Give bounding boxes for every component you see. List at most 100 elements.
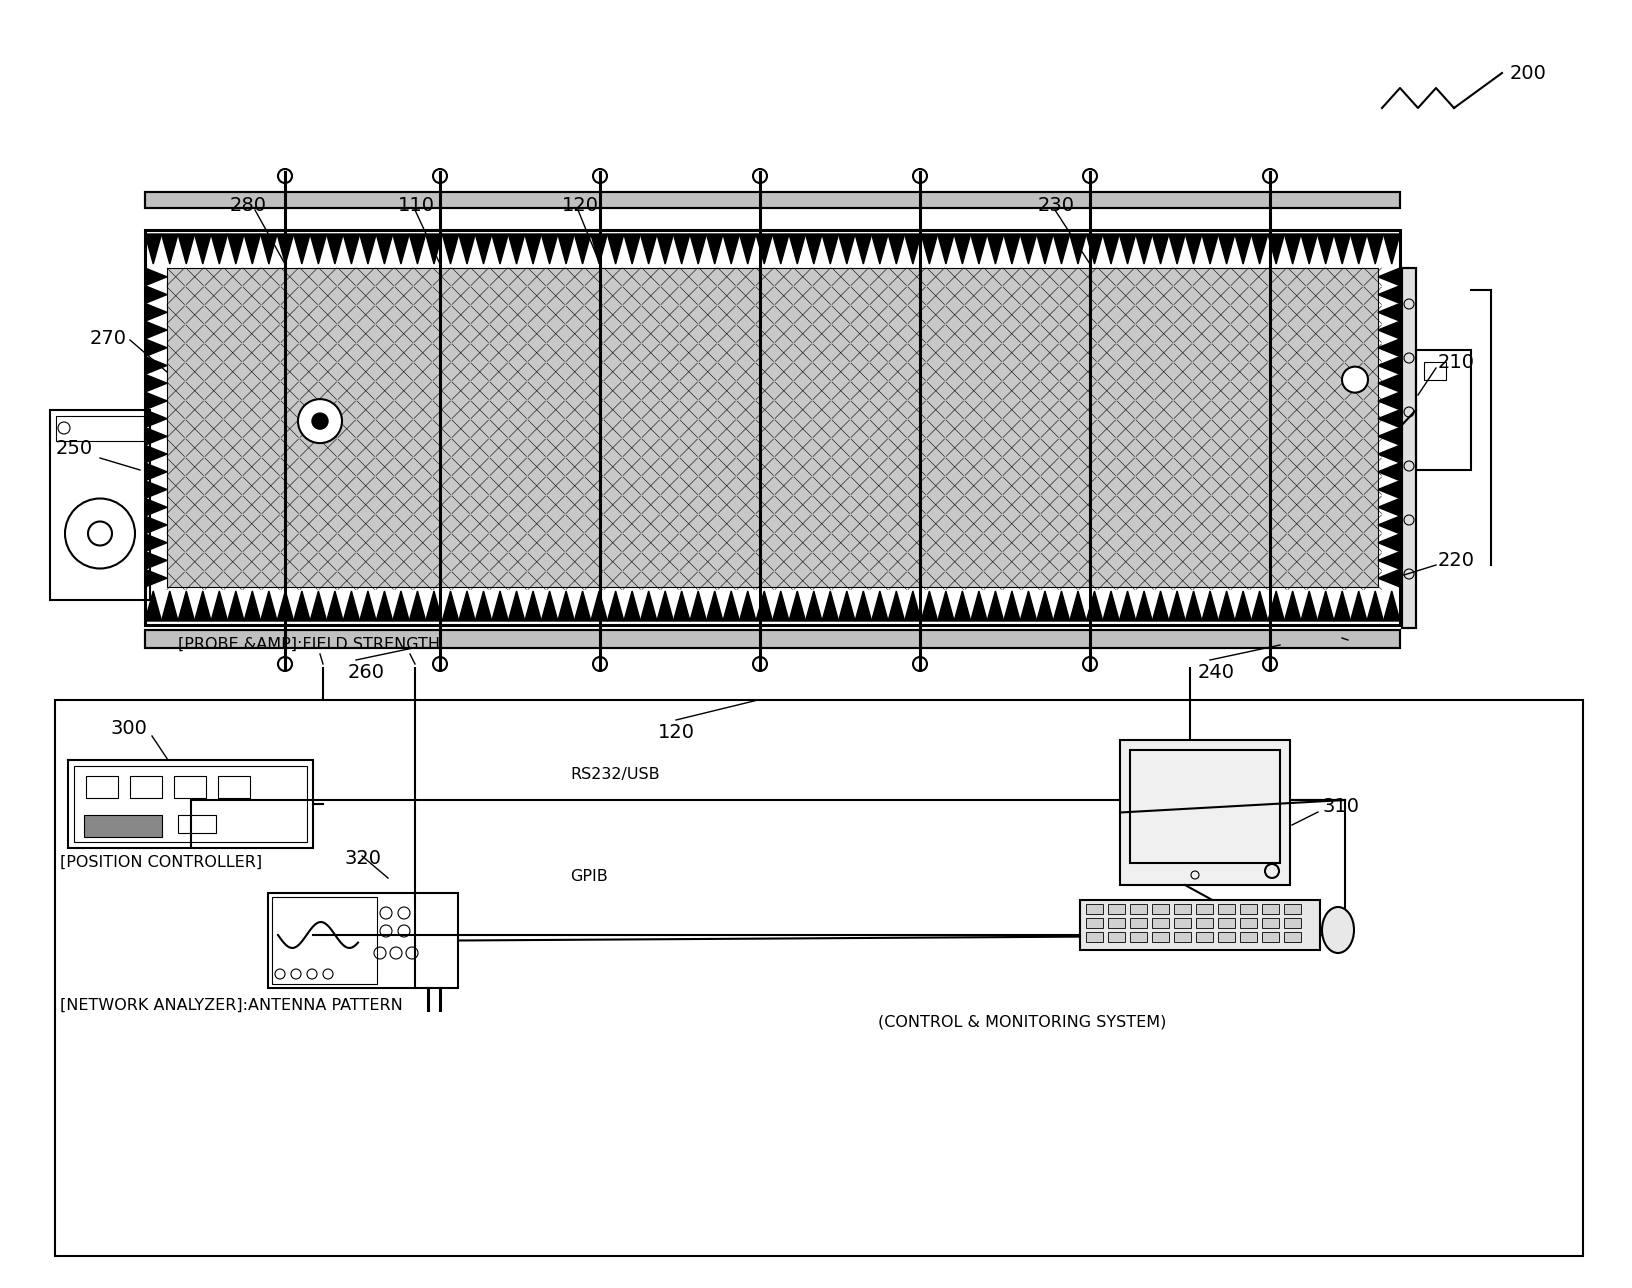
Polygon shape: [1103, 591, 1120, 621]
Polygon shape: [1268, 591, 1284, 621]
Polygon shape: [145, 446, 166, 462]
Text: 120: 120: [658, 723, 695, 742]
Text: 320: 320: [344, 849, 382, 868]
Bar: [1262, 933, 1279, 942]
Polygon shape: [591, 234, 607, 264]
Polygon shape: [145, 551, 166, 569]
Polygon shape: [426, 591, 442, 621]
Polygon shape: [145, 533, 166, 551]
Polygon shape: [707, 234, 723, 264]
Polygon shape: [508, 591, 526, 621]
Polygon shape: [1333, 591, 1350, 621]
Polygon shape: [1069, 591, 1087, 621]
Polygon shape: [261, 591, 277, 621]
Polygon shape: [343, 234, 359, 264]
Polygon shape: [359, 234, 377, 264]
Polygon shape: [1136, 234, 1152, 264]
Polygon shape: [178, 234, 194, 264]
Polygon shape: [558, 234, 574, 264]
Text: [NETWORK ANALYZER]:ANTENNA PATTERN: [NETWORK ANALYZER]:ANTENNA PATTERN: [60, 997, 403, 1012]
Polygon shape: [739, 234, 756, 264]
Polygon shape: [277, 234, 294, 264]
Bar: [1129, 904, 1147, 914]
Polygon shape: [871, 234, 888, 264]
Polygon shape: [1317, 591, 1333, 621]
Polygon shape: [145, 591, 162, 621]
Polygon shape: [788, 591, 806, 621]
Polygon shape: [1053, 234, 1069, 264]
Polygon shape: [1377, 569, 1400, 587]
Bar: [273, 896, 377, 984]
Polygon shape: [145, 462, 166, 480]
Polygon shape: [1036, 591, 1053, 621]
Text: 220: 220: [1438, 550, 1475, 569]
Polygon shape: [1169, 234, 1185, 264]
Circle shape: [65, 498, 135, 568]
Polygon shape: [640, 591, 658, 621]
Polygon shape: [574, 591, 591, 621]
Bar: [219, 775, 250, 799]
Text: 210: 210: [1438, 353, 1475, 371]
Polygon shape: [145, 321, 166, 339]
Bar: [1196, 933, 1213, 942]
Bar: [1240, 918, 1257, 927]
Polygon shape: [756, 591, 772, 621]
Polygon shape: [1036, 234, 1053, 264]
Bar: [1240, 904, 1257, 914]
Polygon shape: [806, 591, 823, 621]
Bar: [145, 231, 1400, 625]
Polygon shape: [623, 234, 640, 264]
Polygon shape: [310, 234, 326, 264]
Polygon shape: [1301, 234, 1317, 264]
Text: 230: 230: [1038, 196, 1075, 215]
Bar: [1284, 933, 1301, 942]
Polygon shape: [658, 591, 674, 621]
Bar: [1120, 741, 1289, 885]
Polygon shape: [607, 591, 623, 621]
Polygon shape: [526, 591, 542, 621]
Polygon shape: [277, 591, 294, 621]
Polygon shape: [707, 591, 723, 621]
Polygon shape: [1201, 234, 1219, 264]
Polygon shape: [145, 410, 166, 428]
Polygon shape: [1377, 446, 1400, 462]
Polygon shape: [526, 234, 542, 264]
Polygon shape: [245, 591, 261, 621]
Polygon shape: [756, 234, 772, 264]
Bar: [51, 410, 150, 600]
Polygon shape: [162, 591, 178, 621]
Polygon shape: [1020, 591, 1036, 621]
Polygon shape: [1020, 234, 1036, 264]
Ellipse shape: [1322, 907, 1355, 953]
Polygon shape: [1377, 304, 1400, 321]
Bar: [1085, 918, 1103, 927]
Bar: [145, 630, 1400, 648]
Polygon shape: [145, 286, 166, 304]
Polygon shape: [145, 268, 166, 286]
Polygon shape: [194, 234, 211, 264]
Polygon shape: [459, 591, 475, 621]
Bar: [1217, 933, 1235, 942]
Bar: [145, 192, 1400, 207]
Polygon shape: [410, 591, 426, 621]
Polygon shape: [1103, 234, 1120, 264]
Polygon shape: [888, 234, 904, 264]
Polygon shape: [162, 234, 178, 264]
Polygon shape: [377, 234, 393, 264]
Polygon shape: [1087, 591, 1103, 621]
Polygon shape: [1377, 498, 1400, 516]
Bar: [1152, 933, 1169, 942]
Polygon shape: [1185, 591, 1201, 621]
Polygon shape: [1377, 286, 1400, 304]
Polygon shape: [442, 591, 459, 621]
Polygon shape: [1384, 591, 1400, 621]
Polygon shape: [839, 591, 855, 621]
Polygon shape: [1235, 234, 1252, 264]
Polygon shape: [1120, 234, 1136, 264]
Bar: [178, 815, 215, 833]
Polygon shape: [343, 591, 359, 621]
Polygon shape: [839, 234, 855, 264]
Polygon shape: [211, 234, 227, 264]
Polygon shape: [658, 234, 674, 264]
Polygon shape: [508, 234, 526, 264]
